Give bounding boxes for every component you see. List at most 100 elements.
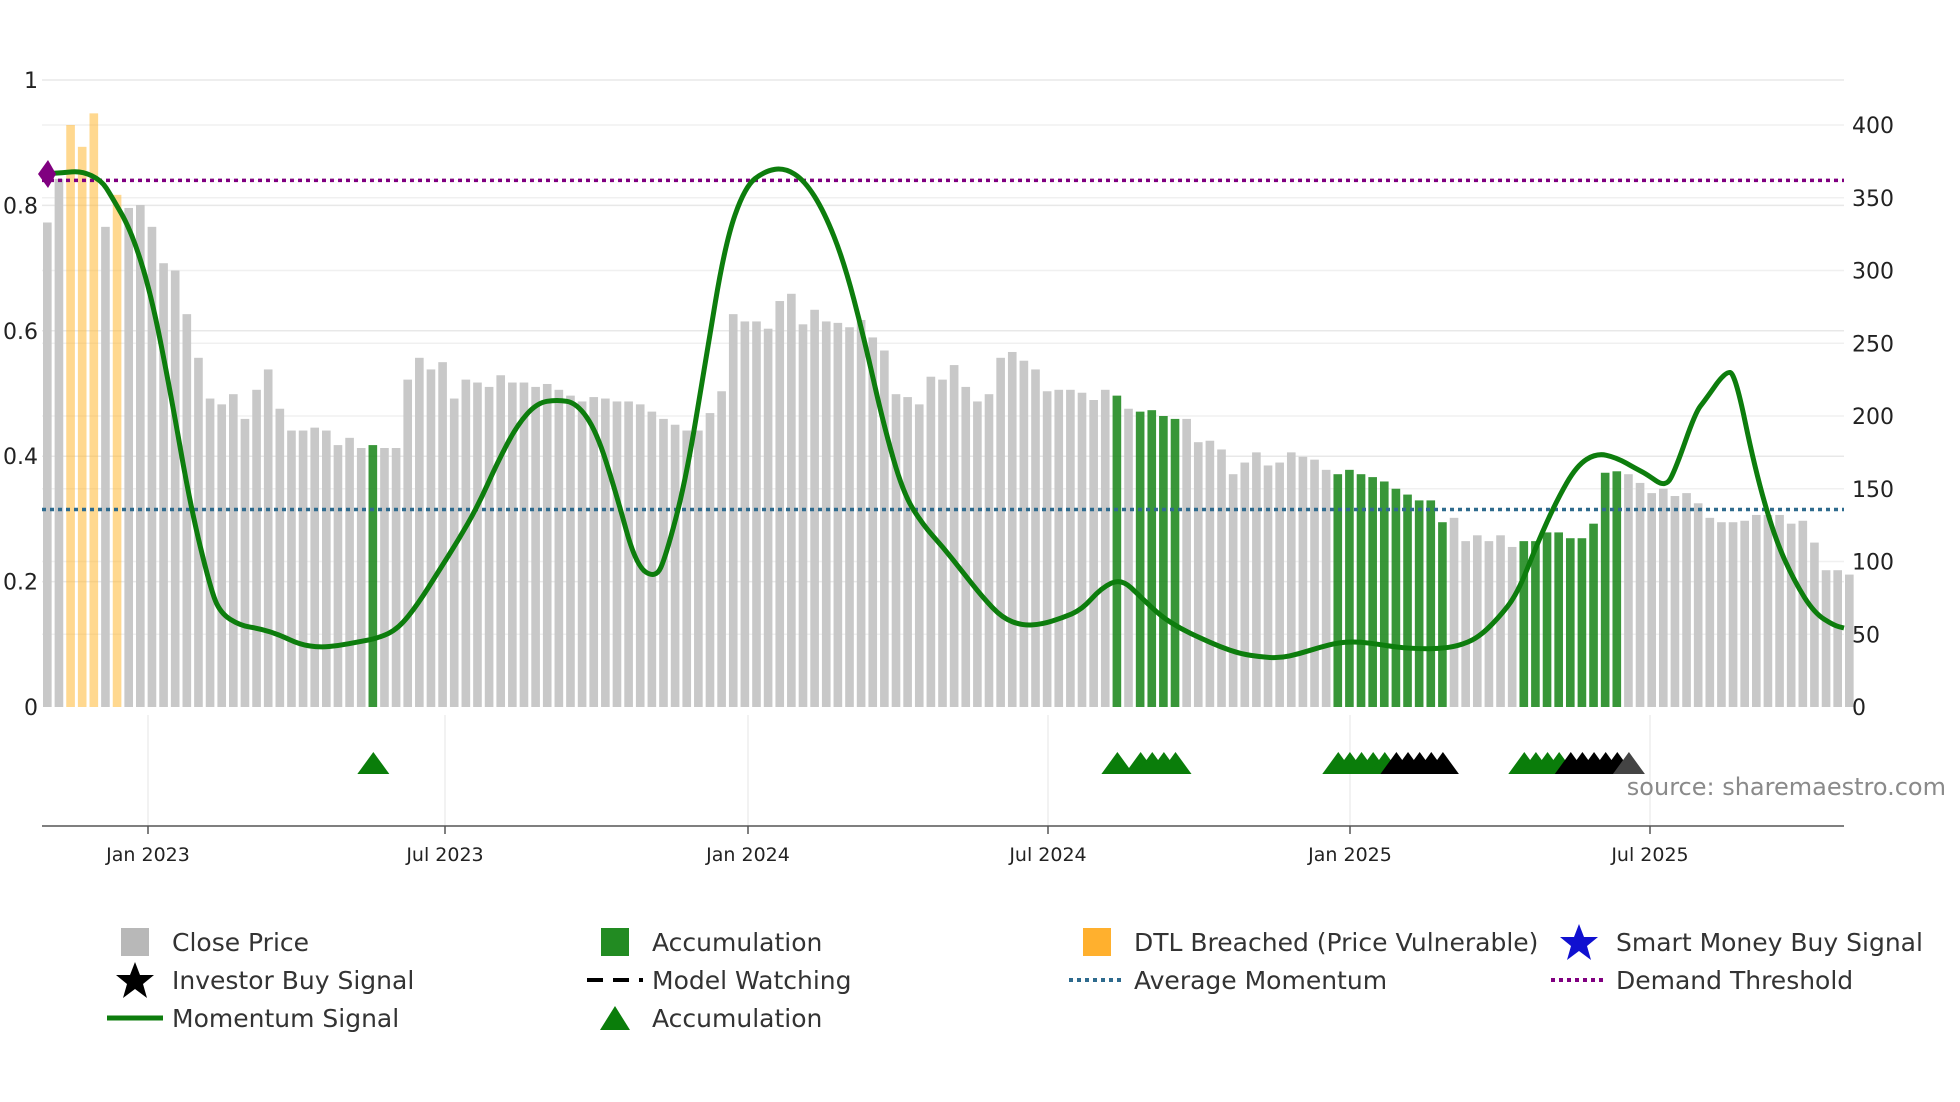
close-price-bar [229,394,238,707]
close-price-bar [833,322,843,707]
close-price-bar [1693,503,1703,707]
accumulation-bar [1159,416,1168,707]
left-axis-tick-label: 0.6 [3,320,38,345]
close-price-bar [856,319,866,707]
close-price-bar [717,391,726,707]
left-axis-tick-label: 1 [24,69,38,94]
close-price-bar [508,382,517,707]
close-price-bar [1124,408,1133,707]
close-price-bar [1100,389,1110,707]
accumulation-bar [1577,538,1587,707]
right-axis-tick-label: 250 [1852,332,1894,357]
accumulation-bar [1438,522,1447,707]
right-axis-tick-label: 400 [1852,114,1894,139]
close-price-bar [775,301,785,707]
close-price-bar [298,430,308,707]
close-price-bar [1624,474,1633,707]
accumulation-marker [1101,752,1134,774]
accumulation-bar [1356,474,1366,707]
close-price-bar [136,205,145,707]
close-price-bar [159,263,168,707]
accumulation-bar [1147,410,1157,707]
close-price-bar [1717,522,1726,707]
close-price-bar [868,337,878,707]
close-price-bar [891,394,901,707]
close-price-bar [1182,418,1191,707]
close-price-bar [1845,574,1854,707]
accumulation-bar [1333,474,1343,707]
close-price-bar [763,328,773,707]
close-price-bar [1217,449,1226,707]
close-price-bar [519,382,529,707]
close-price-bar [252,389,261,707]
close-price-bar [1298,456,1308,707]
close-price-bar [101,226,110,707]
close-price-bar [914,404,924,707]
right-axis-tick-label: 150 [1852,478,1894,503]
close-price-bar [531,386,540,707]
close-price-bar [1066,389,1075,707]
close-price-bar [1286,452,1296,707]
close-price-bar [973,401,982,707]
x-axis-tick-label: Jan 2023 [105,844,190,866]
close-price-bar [205,398,215,707]
investor-buy-marker [1426,752,1459,774]
close-price-bar [1635,482,1645,707]
close-price-bar [1054,389,1064,707]
accumulation-bar [1135,411,1145,707]
close-price-bar [275,408,285,707]
accumulation-marker [1159,752,1192,774]
close-price-bar [984,394,994,707]
x-axis-tick-label: Jul 2025 [1610,844,1688,866]
close-price-bar [1810,542,1819,707]
accumulation-bar [1426,500,1436,707]
close-price-bar [554,389,564,707]
close-price-bar [740,321,750,707]
close-price-bar [961,386,971,707]
close-price-bar [1007,351,1017,707]
accumulation-bar [1379,481,1389,707]
close-price-bar [217,404,227,707]
close-price-bar [798,324,808,707]
close-price-bar [484,386,494,707]
model-watching-marker [1612,752,1645,774]
accumulation-bar [1414,500,1424,707]
accumulation-bar [1170,418,1180,707]
close-price-bar [473,382,482,707]
close-price-bar [1496,535,1505,707]
close-price-bar [356,448,366,707]
left-axis-tick-label: 0.4 [3,445,38,470]
close-price-bar [1461,541,1470,707]
close-price-bar [380,448,389,707]
close-price-bar [1275,462,1284,707]
close-price-bar [461,379,471,707]
source-watermark: source: sharemaestro.com [1626,773,1946,801]
dtl-breached-bar [77,146,87,707]
axes: 0 0.2 0.4 0.6 0.8 1 0 50 100 150 200 250 300 350 400 Ja… [3,69,1894,866]
close-price-bar [996,357,1005,707]
accumulation-bar [1519,541,1529,707]
accumulation-bar [1391,488,1401,707]
right-axis-tick-label: 100 [1852,551,1894,576]
close-price-bar [322,430,331,707]
close-price-bar [577,401,587,707]
close-price-bar [1228,474,1238,707]
close-price-bar [810,309,819,707]
close-price-bar [1833,570,1842,707]
right-axis-tick-label: 200 [1852,405,1894,430]
accumulation-bar [1345,469,1354,707]
close-price-bar [1705,517,1715,707]
close-price-bar [845,327,854,707]
left-axis-tick-label: 0.2 [3,571,38,596]
close-price-bar [694,430,703,707]
x-axis-tick-label: Jan 2024 [705,844,790,866]
accumulation-bar [1531,541,1540,707]
close-price-bar [1240,462,1250,707]
accumulation-bar [1612,471,1622,707]
close-price-bar [403,379,413,707]
close-price-bar [240,418,250,707]
close-price-bar [1682,493,1691,707]
left-axis-tick-label: 0.8 [3,194,38,219]
close-price-bar [1019,360,1029,707]
close-price-bar [449,398,459,707]
